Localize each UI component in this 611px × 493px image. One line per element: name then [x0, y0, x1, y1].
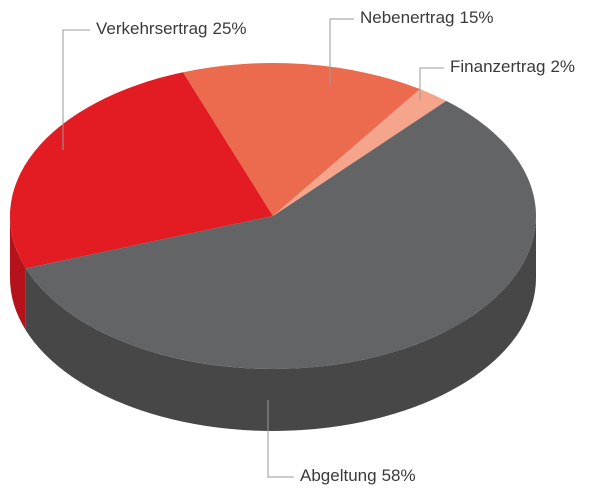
value-label: 25% — [213, 19, 247, 38]
category-label: Nebenertrag — [360, 8, 455, 27]
pie-side — [10, 216, 26, 331]
slice-label: Abgeltung 58% — [300, 466, 416, 485]
pie-side — [25, 216, 536, 431]
pie-slice — [25, 100, 536, 369]
leader-line — [62, 29, 90, 150]
pie-slice — [273, 89, 447, 216]
category-label: Finanzertrag — [450, 57, 545, 76]
leader-line — [267, 400, 294, 478]
value-label: 58% — [382, 466, 416, 485]
slice-label: Finanzertrag 2% — [450, 57, 575, 76]
pie-slice — [183, 62, 421, 216]
slice-label: Verkehrsertrag 25% — [96, 19, 247, 38]
slice-label: Nebenertrag 15% — [360, 8, 494, 27]
value-label: 15% — [460, 8, 494, 27]
leader-line — [329, 18, 354, 86]
category-label: Abgeltung — [300, 466, 377, 485]
category-label: Verkehrsertrag — [96, 19, 208, 38]
value-label: 2% — [550, 57, 575, 76]
pie-slice — [9, 72, 273, 269]
leader-line — [419, 67, 444, 100]
